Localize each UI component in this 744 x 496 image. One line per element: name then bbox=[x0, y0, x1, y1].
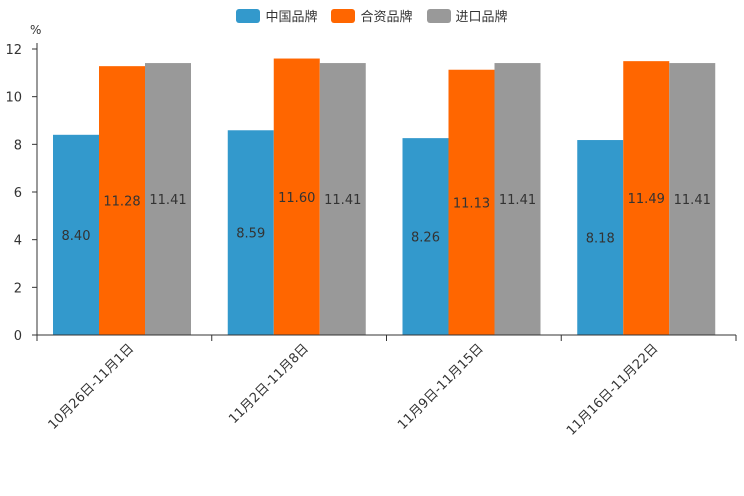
data-label: 11.60 bbox=[278, 191, 315, 206]
bar-china-1 bbox=[227, 130, 274, 335]
legend-label-imported-brand: 进口品牌 bbox=[455, 10, 508, 25]
y-tick-label: 6 bbox=[14, 186, 22, 201]
y-tick-label: 2 bbox=[14, 281, 22, 296]
bar-imported-0 bbox=[145, 63, 191, 335]
data-label: 11.41 bbox=[499, 193, 536, 208]
data-label: 8.18 bbox=[586, 232, 615, 247]
bar-joint-venture-0 bbox=[99, 66, 145, 335]
data-label: 11.13 bbox=[453, 196, 490, 211]
data-label: 8.26 bbox=[411, 231, 440, 246]
x-tick-label: 11月9日-11月15日 bbox=[395, 341, 487, 433]
y-tick-label: 12 bbox=[5, 43, 22, 58]
y-tick-label: 8 bbox=[14, 138, 22, 153]
legend-item-joint-venture-brand[interactable]: 合资品牌 bbox=[331, 6, 413, 25]
data-label: 11.41 bbox=[674, 193, 711, 208]
bar-joint-venture-2 bbox=[448, 69, 495, 336]
data-label: 11.49 bbox=[628, 192, 665, 207]
bar-china-3 bbox=[577, 140, 624, 335]
x-tick-label: 10月26日-11月1日 bbox=[46, 341, 138, 433]
x-tick-label: 11月2日-11月8日 bbox=[226, 341, 312, 427]
chart-legend: 中国品牌 合资品牌 进口品牌 bbox=[0, 6, 744, 25]
bar-imported-1 bbox=[319, 63, 366, 335]
data-label: 8.59 bbox=[236, 227, 265, 242]
y-tick-label: 0 bbox=[14, 329, 22, 344]
data-label: 11.41 bbox=[149, 193, 186, 208]
bar-china-0 bbox=[53, 134, 99, 335]
legend-item-imported-brand[interactable]: 进口品牌 bbox=[426, 6, 508, 25]
y-tick-label: 10 bbox=[5, 91, 22, 106]
data-label: 11.41 bbox=[324, 193, 361, 208]
legend-item-china-brand[interactable]: 中国品牌 bbox=[236, 6, 317, 25]
bar-china-2 bbox=[402, 138, 449, 335]
y-tick-label: 4 bbox=[14, 234, 22, 249]
bar-joint-venture-3 bbox=[623, 61, 670, 335]
bar-joint-venture-1 bbox=[273, 58, 320, 336]
legend-swatch-imported-brand bbox=[426, 8, 451, 23]
y-axis-unit-label: % bbox=[30, 23, 41, 37]
data-label: 11.28 bbox=[103, 195, 140, 210]
legend-label-joint-venture-brand: 合资品牌 bbox=[360, 10, 413, 25]
x-tick-label: 11月16日-11月22日 bbox=[564, 341, 661, 438]
legend-swatch-china-brand bbox=[236, 8, 261, 23]
legend-label-china-brand: 中国品牌 bbox=[265, 10, 318, 25]
legend-swatch-joint-venture-brand bbox=[331, 8, 356, 23]
bar-imported-2 bbox=[494, 63, 541, 335]
bar-imported-3 bbox=[669, 63, 716, 335]
data-label: 8.40 bbox=[62, 229, 91, 244]
